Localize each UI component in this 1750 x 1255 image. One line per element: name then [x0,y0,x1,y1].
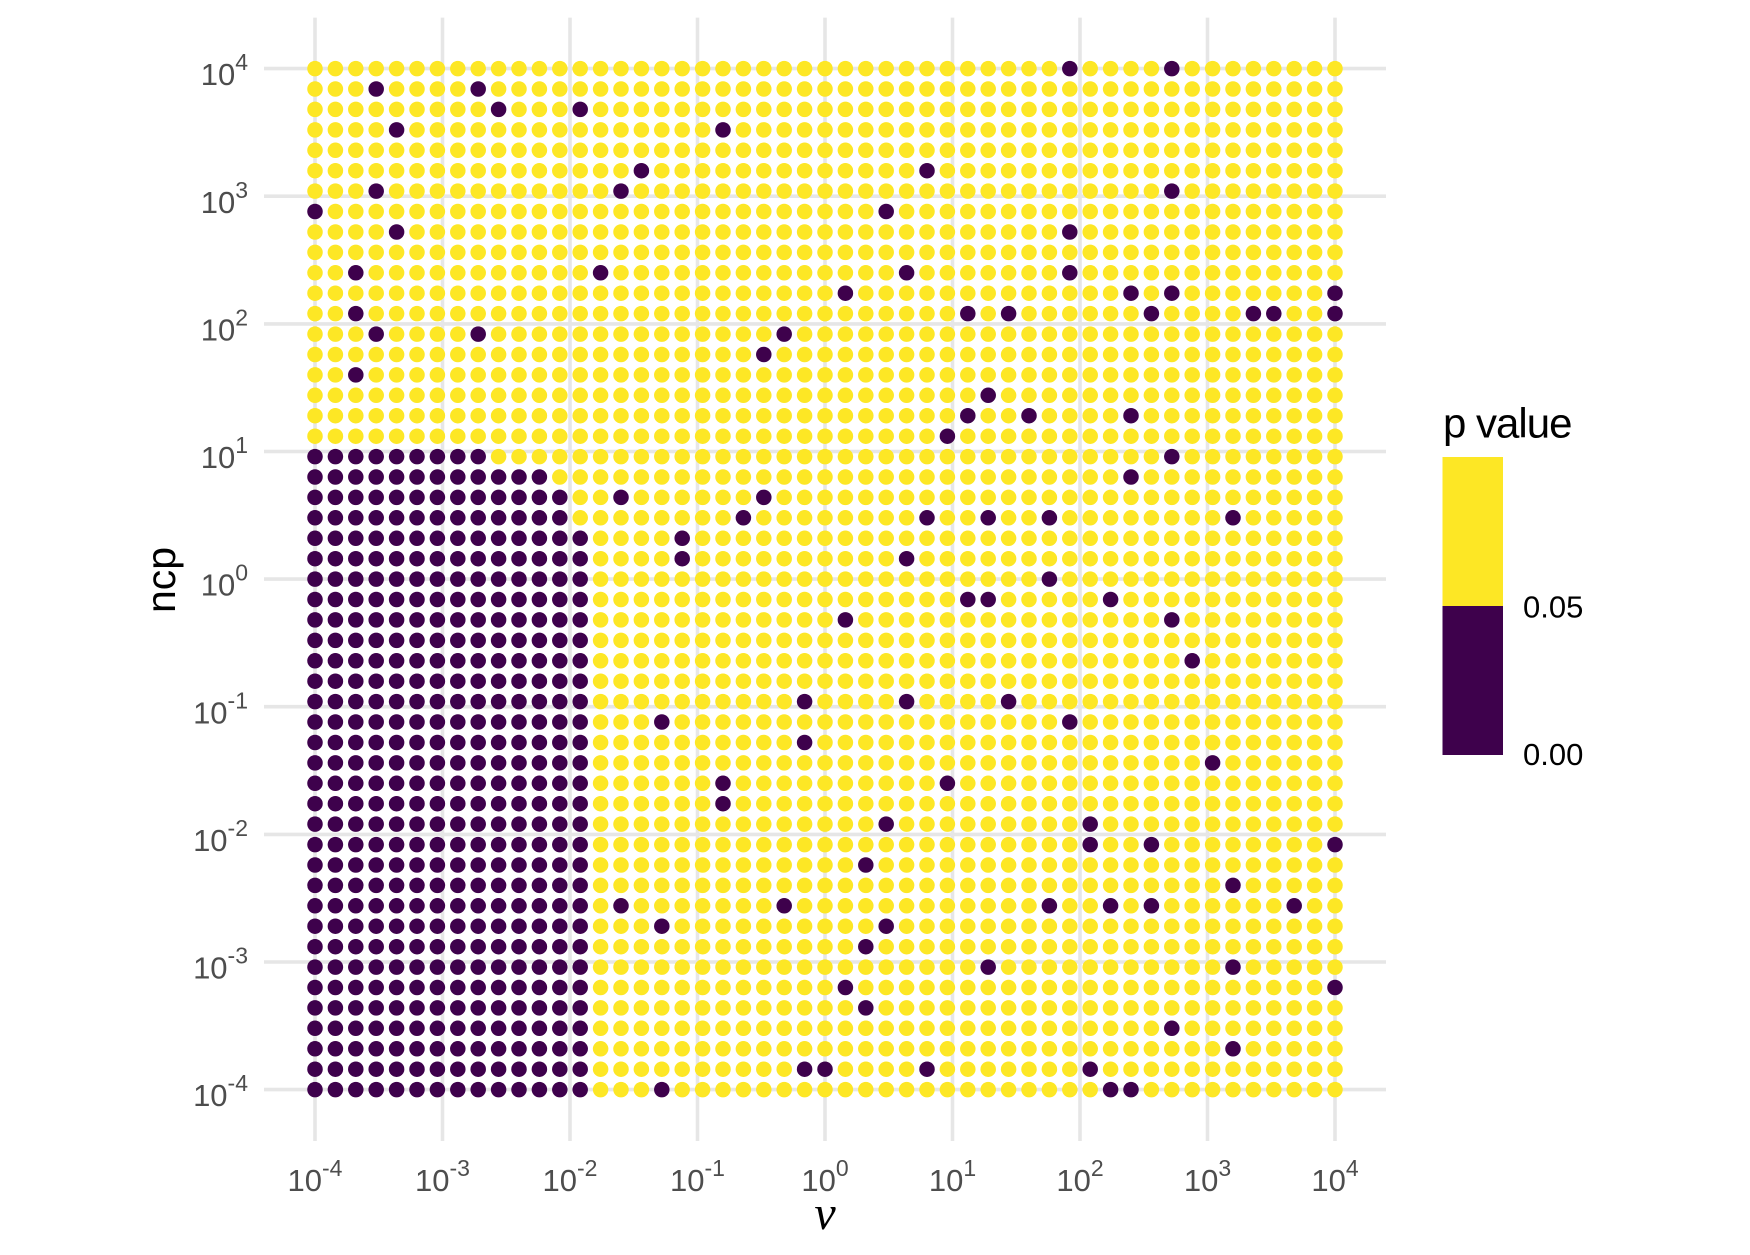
svg-text:0.00: 0.00 [1523,737,1583,772]
svg-text:10-4: 10-4 [288,1155,343,1198]
svg-text:102: 102 [1056,1155,1103,1198]
svg-text:p value: p value [1443,400,1571,447]
svg-text:ncp: ncp [138,547,184,613]
svg-text:10-1: 10-1 [193,687,248,730]
svg-text:0.05: 0.05 [1523,590,1583,625]
svg-text:10-3: 10-3 [415,1155,470,1198]
svg-text:100: 100 [201,560,248,603]
svg-text:ν: ν [814,1187,836,1240]
